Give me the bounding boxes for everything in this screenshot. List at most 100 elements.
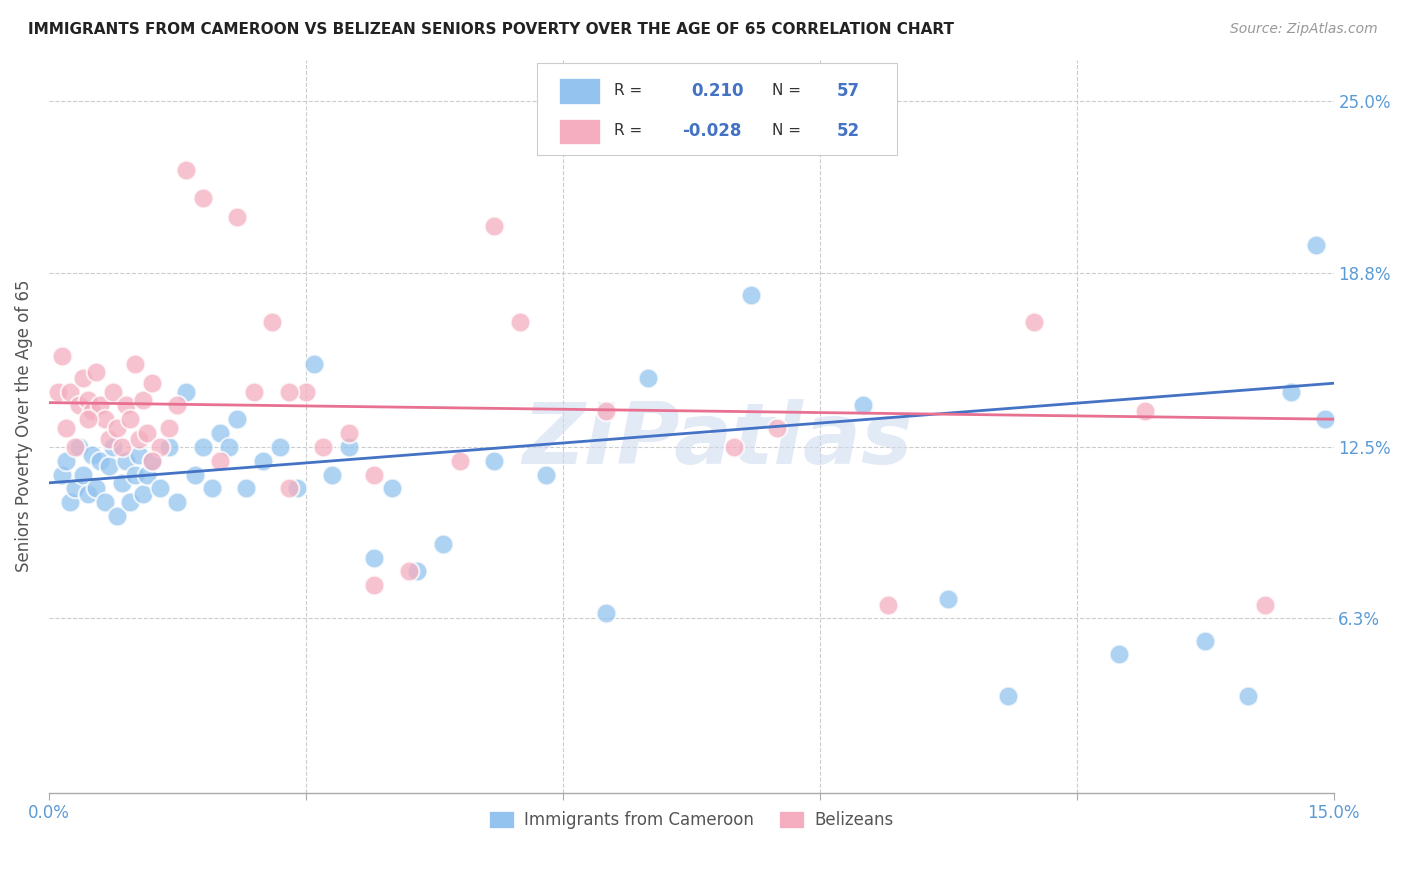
- Point: [166, 495, 188, 509]
- Point: [269, 440, 291, 454]
- Point: [166, 398, 188, 412]
- Point: [595, 404, 617, 418]
- Point: [235, 481, 257, 495]
- Point: [63, 440, 86, 454]
- Point: [103, 384, 125, 399]
- Point: [363, 578, 385, 592]
- Point: [406, 565, 429, 579]
- Point: [76, 412, 98, 426]
- Point: [380, 481, 402, 495]
- Point: [128, 448, 150, 462]
- Point: [93, 412, 115, 426]
- Text: R =: R =: [614, 123, 643, 138]
- Point: [723, 440, 745, 454]
- Point: [84, 365, 107, 379]
- Y-axis label: Seniors Poverty Over the Age of 65: Seniors Poverty Over the Age of 65: [15, 280, 32, 573]
- Point: [174, 384, 197, 399]
- Point: [51, 467, 73, 482]
- FancyBboxPatch shape: [560, 119, 600, 145]
- Point: [76, 487, 98, 501]
- Point: [304, 357, 326, 371]
- Point: [766, 420, 789, 434]
- Point: [120, 412, 142, 426]
- Point: [84, 481, 107, 495]
- Point: [93, 495, 115, 509]
- Point: [124, 467, 146, 482]
- Point: [55, 420, 77, 434]
- Point: [398, 565, 420, 579]
- Point: [877, 598, 900, 612]
- Point: [59, 384, 82, 399]
- Point: [363, 467, 385, 482]
- Point: [124, 357, 146, 371]
- Point: [449, 453, 471, 467]
- Text: IMMIGRANTS FROM CAMEROON VS BELIZEAN SENIORS POVERTY OVER THE AGE OF 65 CORRELAT: IMMIGRANTS FROM CAMEROON VS BELIZEAN SEN…: [28, 22, 955, 37]
- Point: [136, 467, 159, 482]
- Point: [534, 467, 557, 482]
- Point: [141, 453, 163, 467]
- Point: [115, 398, 138, 412]
- Point: [277, 481, 299, 495]
- Point: [252, 453, 274, 467]
- Point: [72, 467, 94, 482]
- Point: [1194, 633, 1216, 648]
- Point: [120, 495, 142, 509]
- Point: [67, 440, 90, 454]
- Point: [337, 440, 360, 454]
- Point: [337, 425, 360, 440]
- Point: [218, 440, 240, 454]
- Point: [149, 481, 172, 495]
- Point: [740, 287, 762, 301]
- Point: [201, 481, 224, 495]
- Point: [1022, 315, 1045, 329]
- Point: [63, 481, 86, 495]
- Point: [157, 440, 180, 454]
- Point: [80, 404, 103, 418]
- Text: 52: 52: [837, 122, 859, 140]
- Point: [76, 392, 98, 407]
- Point: [243, 384, 266, 399]
- Point: [321, 467, 343, 482]
- Point: [432, 537, 454, 551]
- Point: [89, 398, 111, 412]
- FancyBboxPatch shape: [560, 78, 600, 103]
- Point: [997, 689, 1019, 703]
- Point: [67, 398, 90, 412]
- Text: 57: 57: [837, 81, 859, 100]
- Point: [637, 370, 659, 384]
- Point: [97, 432, 120, 446]
- Text: N =: N =: [772, 83, 801, 98]
- Point: [183, 467, 205, 482]
- Point: [1108, 648, 1130, 662]
- Text: R =: R =: [614, 83, 643, 98]
- Point: [260, 315, 283, 329]
- FancyBboxPatch shape: [537, 63, 897, 155]
- Point: [936, 592, 959, 607]
- Point: [509, 315, 531, 329]
- Point: [51, 349, 73, 363]
- Point: [191, 191, 214, 205]
- Point: [1305, 238, 1327, 252]
- Point: [226, 211, 249, 225]
- Point: [1254, 598, 1277, 612]
- Point: [80, 448, 103, 462]
- Point: [72, 370, 94, 384]
- Point: [103, 440, 125, 454]
- Point: [97, 459, 120, 474]
- Point: [209, 425, 232, 440]
- Point: [295, 384, 318, 399]
- Point: [1279, 384, 1302, 399]
- Point: [59, 495, 82, 509]
- Point: [132, 487, 155, 501]
- Point: [132, 392, 155, 407]
- Point: [107, 509, 129, 524]
- Point: [209, 453, 232, 467]
- Text: Source: ZipAtlas.com: Source: ZipAtlas.com: [1230, 22, 1378, 37]
- Point: [149, 440, 172, 454]
- Point: [111, 475, 134, 490]
- Point: [55, 453, 77, 467]
- Point: [484, 219, 506, 233]
- Point: [141, 453, 163, 467]
- Point: [141, 376, 163, 391]
- Point: [174, 163, 197, 178]
